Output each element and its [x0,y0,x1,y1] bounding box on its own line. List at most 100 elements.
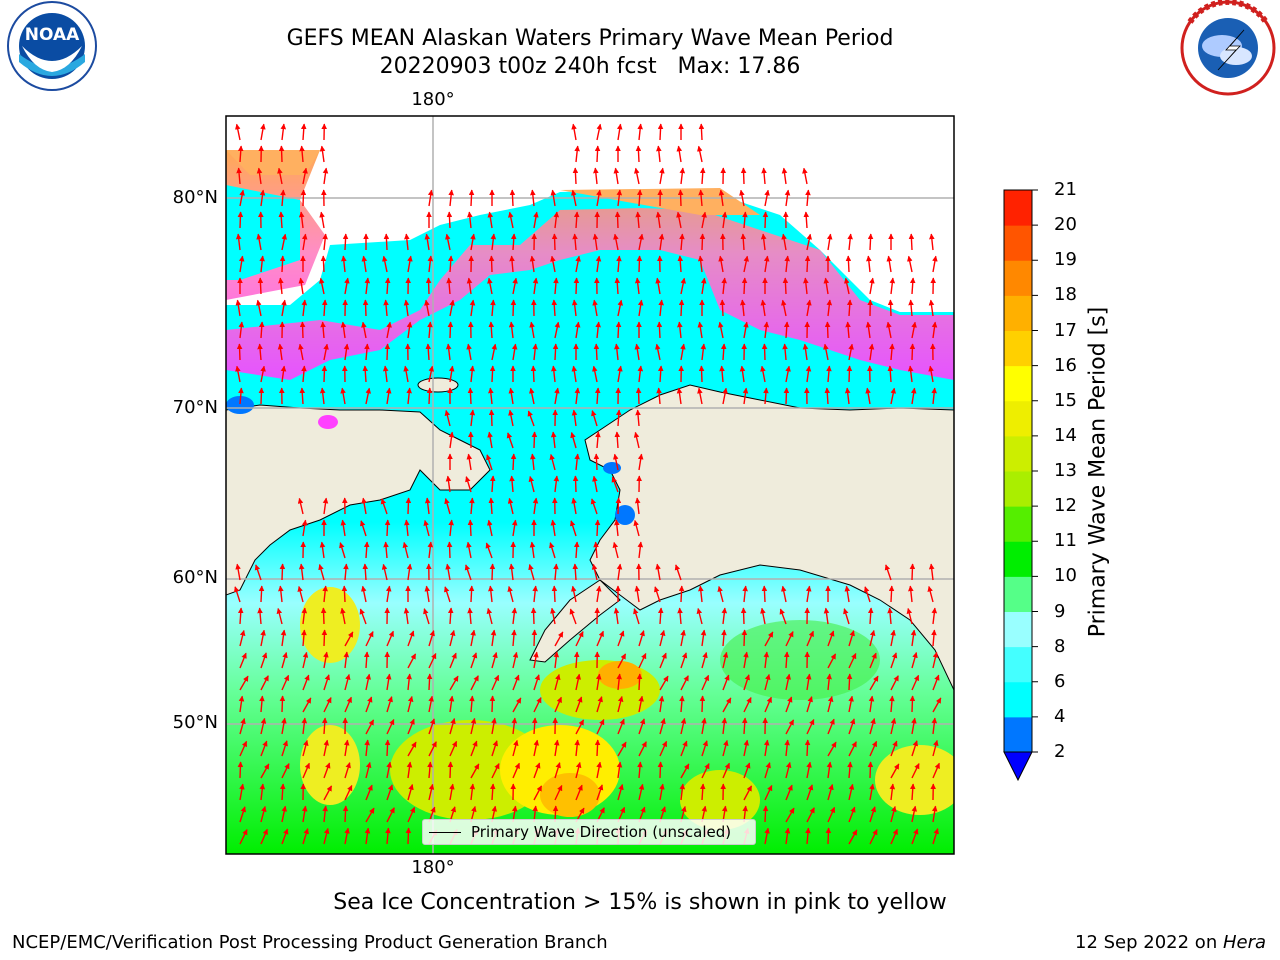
wave-arrow [659,783,665,801]
wave-arrow [407,653,417,669]
noaa-logo: NOAA [7,1,97,91]
wave-arrow [806,299,812,317]
wave-arrow [932,697,942,713]
wave-arrow [488,497,495,515]
wave-arrow [528,387,535,405]
wave-arrow [573,541,580,559]
wave-arrow [323,697,332,713]
wave-arrow [487,211,494,229]
wave-arrow [361,497,367,515]
wave-arrow [365,387,372,405]
wave-arrow [554,696,562,713]
wave-arrow [931,717,938,735]
wave-arrow [490,233,497,251]
wave-arrow [423,608,430,625]
wave-arrow [448,365,455,383]
wave-arrow [740,167,747,185]
wave-arrow [932,739,939,757]
wave-arrow [594,145,601,163]
wave-arrow [485,542,493,559]
wave-arrow [721,607,728,625]
colorbar-tick-label: 21 [1054,179,1077,200]
wave-arrow [508,563,515,581]
wave-arrow [470,740,478,757]
wave-arrow [760,299,767,317]
wave-arrow [635,211,641,229]
wave-arrow [740,233,747,251]
wave-arrow [281,828,289,845]
wave-arrow [591,365,598,383]
wave-arrow [596,784,604,801]
wave-arrow [848,630,855,647]
wave-arrow [510,299,517,317]
wave-arrow [258,387,265,405]
wave-arrow [721,717,728,735]
wave-arrow [742,585,748,603]
wave-arrow [721,277,727,295]
wave-arrow [342,233,349,251]
wave-arrow [615,321,622,339]
wave-arrow [365,696,373,713]
colorbar-segment [1004,576,1032,612]
wave-arrow [863,586,871,603]
wave-arrow [823,277,830,295]
wave-arrow [489,783,496,801]
wave-arrow [447,761,454,779]
wave-arrow [764,762,771,779]
wave-arrow [238,255,245,273]
wave-arrow [467,211,473,229]
wave-arrow [511,343,518,361]
wave-arrow [428,365,435,383]
wave-arrow [385,387,392,405]
wave-arrow [551,299,558,317]
wave-arrow [384,519,391,537]
wave-arrow [449,629,456,647]
wave-arrow [260,805,267,823]
wave-arrow [279,255,286,273]
lat-label-60: 60°N [172,567,218,588]
wave-arrow [427,321,433,339]
wave-arrow [322,805,328,823]
wave-arrow [634,277,641,295]
wave-arrow [869,277,875,295]
wave-arrow [341,255,347,273]
wave-arrow [466,277,473,295]
wave-arrow [508,409,514,427]
colorbar-tick-label: 9 [1054,600,1066,622]
land-siberia [226,404,491,596]
wave-arrow [276,607,283,625]
wave-arrow [552,343,559,361]
wave-arrow [931,607,938,625]
wave-arrow [554,631,564,647]
wave-arrow [911,717,917,735]
wave-arrow [867,233,874,251]
wave-arrow [697,255,704,273]
wave-arrow [488,255,495,273]
low-period-patch [603,462,621,474]
wave-arrow [281,763,290,779]
wave-arrow [696,607,703,625]
wave-arrow [509,189,516,207]
wave-arrow [511,717,518,735]
wave-arrow [507,585,514,603]
wave-arrow [485,454,493,471]
wave-arrow [257,277,264,295]
wave-arrow [611,476,619,493]
wave-arrow [385,827,391,845]
colorbar-segment [1004,506,1032,542]
wave-arrow [257,607,263,625]
wave-arrow [656,321,663,339]
wave-arrow [616,123,623,141]
wave-arrow [721,211,728,229]
wave-arrow [363,541,370,559]
wave-arrow [340,607,346,625]
colorbar-tick-label: 20 [1054,214,1077,236]
colorbar-tick-label: 8 [1054,635,1066,657]
wave-arrow [404,519,410,537]
wave-arrow [551,365,557,383]
wave-arrow [803,277,809,295]
wave-arrow [321,299,328,317]
colorbar-segment [1004,646,1032,683]
wave-arrow [742,211,748,229]
wave-arrow [678,299,685,317]
